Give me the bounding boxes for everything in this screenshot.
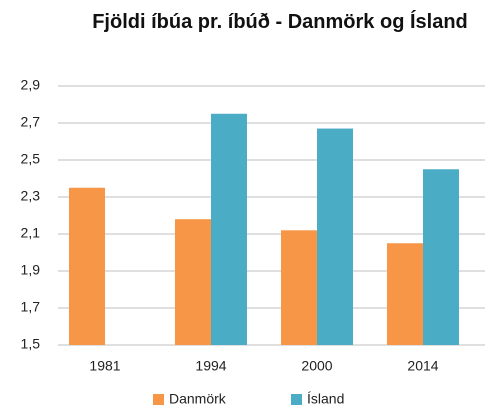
bar	[423, 169, 459, 345]
x-tick-label: 2000	[301, 358, 332, 374]
bar	[281, 230, 317, 345]
y-tick-label: 2,3	[21, 188, 41, 204]
y-tick-label: 2,7	[21, 114, 41, 130]
legend-label: Danmörk	[169, 391, 227, 407]
bar	[69, 187, 105, 345]
bar	[175, 219, 211, 345]
x-tick-label: 2014	[407, 358, 438, 374]
bar	[211, 113, 247, 345]
chart-title: Fjöldi íbúa pr. íbúð - Danmörk og Ísland	[92, 11, 468, 33]
bar	[387, 243, 423, 345]
legend-label: Ísland	[307, 391, 344, 407]
x-tick-label: 1981	[89, 358, 120, 374]
x-tick-label: 1994	[195, 358, 226, 374]
y-tick-label: 1,9	[21, 262, 41, 278]
y-tick-label: 2,9	[21, 77, 41, 93]
bar	[317, 128, 353, 345]
y-tick-label: 1,5	[21, 336, 41, 352]
legend-swatch	[153, 394, 164, 405]
y-tick-label: 1,7	[21, 299, 41, 315]
legend-swatch	[291, 394, 302, 405]
y-tick-label: 2,1	[21, 225, 41, 241]
y-tick-label: 2,5	[21, 151, 41, 167]
